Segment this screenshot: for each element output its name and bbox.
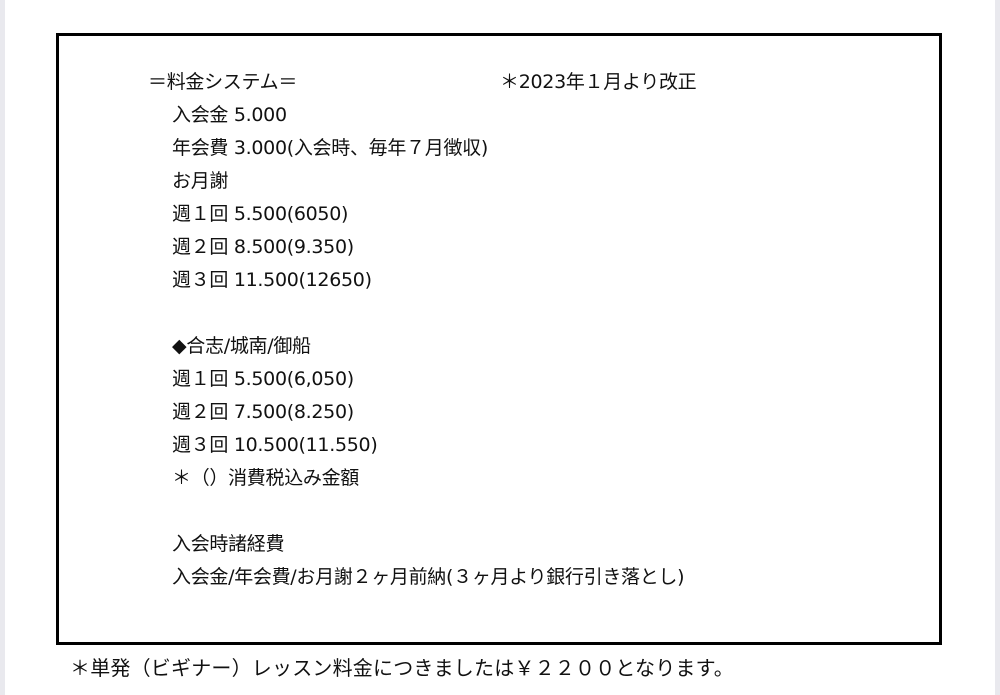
pricing-line: 週２回 8.500(9.350) — [172, 236, 354, 258]
pricing-box — [56, 33, 942, 645]
pricing-title: ＝料金システム＝ — [148, 71, 298, 93]
pricing-line: 週１回 5.500(6,050) — [172, 368, 354, 390]
pricing-line: 入会時諸経費 — [172, 533, 285, 555]
pricing-line: 週３回 10.500(11.550) — [172, 434, 378, 456]
pricing-line: 入会金/年会費/お月謝２ヶ月前納(３ヶ月より銀行引き落とし) — [172, 566, 685, 588]
pricing-line: 週１回 5.500(6050) — [172, 203, 349, 225]
pricing-line: 入会金 5.000 — [172, 104, 287, 126]
revision-note: ＊2023年１月より改正 — [500, 71, 697, 93]
footer-note: ＊単発（ビギナー）レッスン料金につきましたは￥２２００となります。 — [70, 656, 734, 680]
pricing-line: ◆合志/城南/御船 — [172, 335, 311, 357]
pricing-line: ＊（）消費税込み金額 — [172, 467, 360, 489]
page-edge-left — [0, 0, 5, 695]
pricing-line: 週２回 7.500(8.250) — [172, 401, 354, 423]
pricing-line: 年会費 3.000(入会時、毎年７月徴収) — [172, 137, 488, 159]
page-edge-right — [995, 0, 1000, 695]
pricing-line: お月謝 — [172, 170, 229, 192]
pricing-line: 週３回 11.500(12650) — [172, 269, 372, 291]
